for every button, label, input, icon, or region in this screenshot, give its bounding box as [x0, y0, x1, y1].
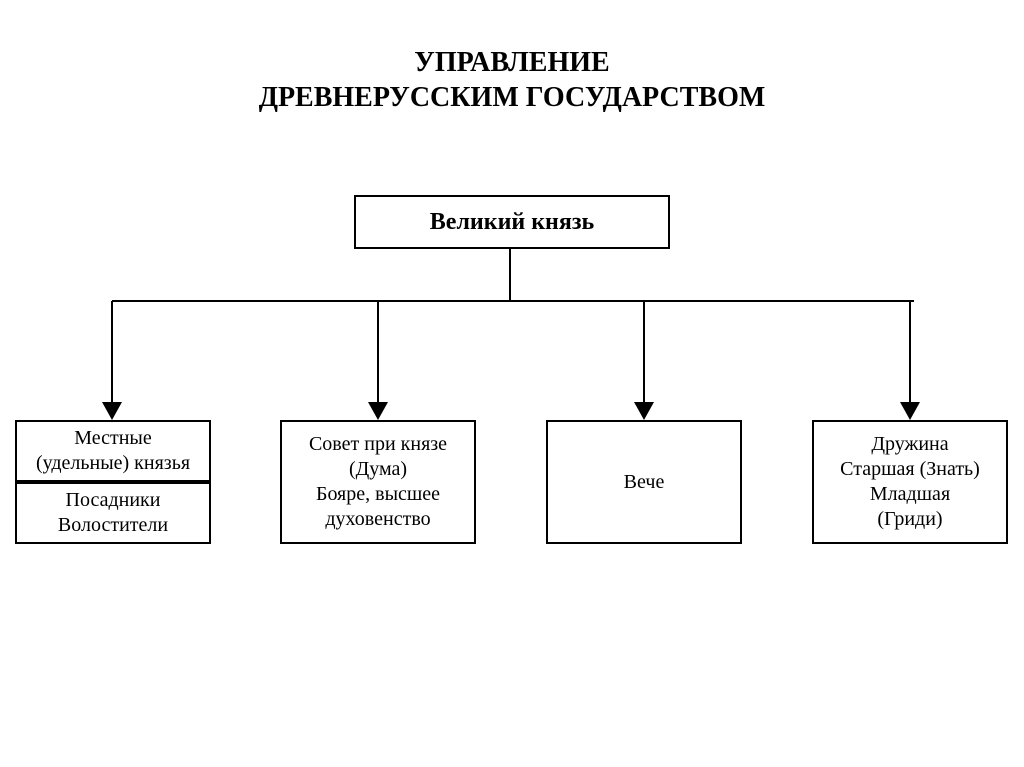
root-node-grand-prince: Великий князь	[354, 195, 670, 249]
arrowhead-icon	[102, 402, 122, 420]
node-local-princes-0: Местные (удельные) князья	[15, 420, 211, 482]
connector-hline	[112, 300, 914, 302]
diagram-title: УПРАВЛЕНИЕ ДРЕВНЕРУССКИМ ГОСУДАРСТВОМ	[0, 45, 1024, 115]
node-local-princes-0-label: Местные (удельные) князья	[36, 426, 190, 476]
node-council: Совет при князе (Дума) Бояре, высшее дух…	[280, 420, 476, 544]
diagram-canvas: УПРАВЛЕНИЕ ДРЕВНЕРУССКИМ ГОСУДАРСТВОМ Ве…	[0, 0, 1024, 767]
node-druzhina-label: Дружина Старшая (Знать) Младшая (Гриди)	[840, 432, 980, 532]
node-druzhina: Дружина Старшая (Знать) Младшая (Гриди)	[812, 420, 1008, 544]
connector-vline	[509, 249, 511, 301]
connector-vline	[909, 301, 911, 403]
node-local-princes-1: Посадники Волостители	[15, 482, 211, 544]
title-line-1: УПРАВЛЕНИЕ	[414, 47, 609, 78]
node-veche-label: Вече	[624, 470, 665, 495]
title-line-2: ДРЕВНЕРУССКИМ ГОСУДАРСТВОМ	[259, 82, 766, 113]
connector-vline	[643, 301, 645, 403]
node-local-princes-1-label: Посадники Волостители	[58, 488, 168, 538]
arrowhead-icon	[900, 402, 920, 420]
node-council-label: Совет при князе (Дума) Бояре, высшее дух…	[309, 432, 447, 532]
root-node-label: Великий князь	[430, 207, 594, 237]
connector-vline	[111, 301, 113, 403]
connector-vline	[377, 301, 379, 403]
arrowhead-icon	[368, 402, 388, 420]
node-veche: Вече	[546, 420, 742, 544]
arrowhead-icon	[634, 402, 654, 420]
